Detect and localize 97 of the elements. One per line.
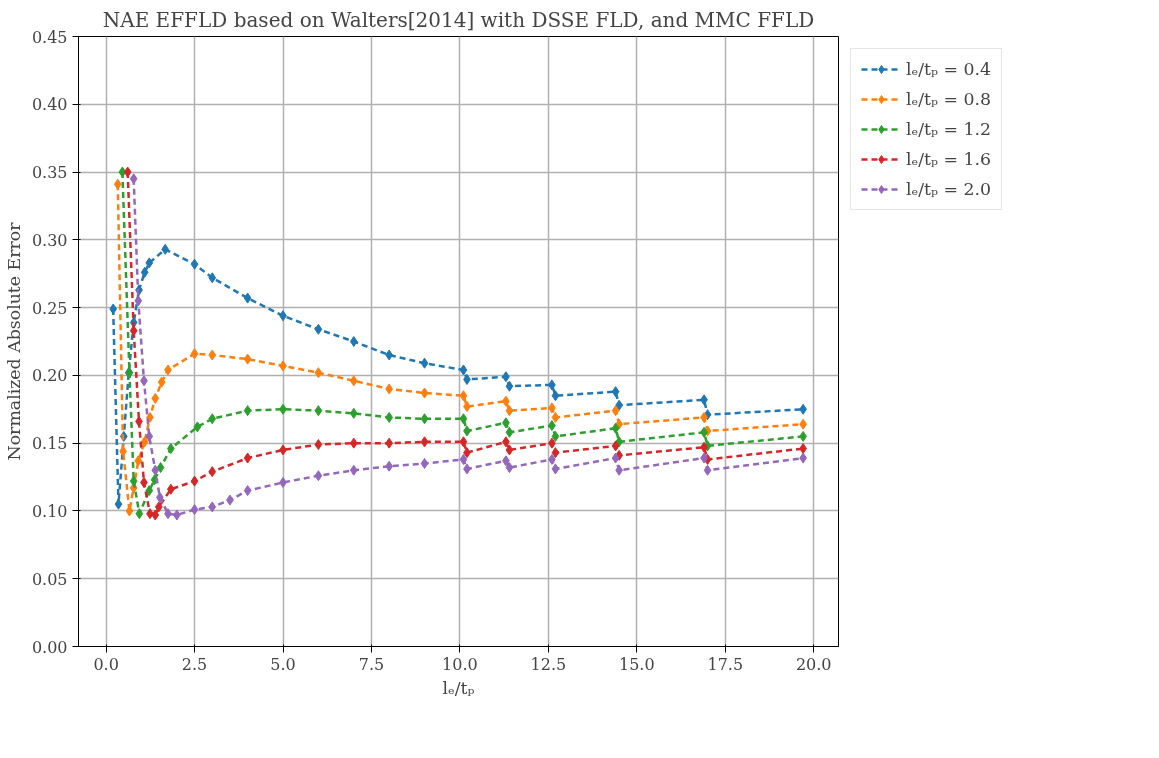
point [243,405,252,417]
y-tick-label: 0.35 [31,163,68,183]
point [459,436,468,448]
point [243,353,252,365]
point [505,405,514,417]
point [349,464,358,476]
point [208,501,217,513]
y-tick-label: 0.45 [31,27,68,47]
y-tick-label: 0.15 [31,434,68,454]
point [190,475,199,487]
point [611,405,620,417]
y-tick-label: 0.20 [31,366,68,386]
point [551,463,560,475]
point [114,498,123,510]
y-tick-label: 0.10 [31,501,68,521]
y-tick-label: 0.40 [31,95,68,115]
point [420,357,429,369]
legend-label: lₑ/tₚ = 1.2 [906,119,992,139]
point [505,462,514,474]
x-tick-label: 5.0 [270,654,296,674]
x-tick-label: 15.0 [619,654,655,674]
y-axis-title: Normalized Absolute Error [3,221,24,461]
point [151,464,160,476]
x-tick-label: 10.0 [442,654,478,674]
point [420,458,429,469]
point [113,178,122,190]
y-tick-label: 0.00 [31,637,68,657]
point [135,508,144,520]
x-tick-label: 0.0 [93,654,119,674]
x-tick-label: 20.0 [795,654,832,674]
point [314,323,323,335]
y-tick-label: 0.30 [31,230,68,250]
point [140,266,149,278]
point [208,349,217,361]
point [703,464,712,476]
y-tick-label: 0.25 [31,298,68,318]
point [505,444,514,456]
point [551,447,560,459]
point [190,504,199,516]
point [459,453,468,465]
point [459,413,468,425]
point [140,436,149,448]
point [208,466,217,478]
point [190,258,199,270]
point [551,430,560,442]
point [193,421,202,433]
point [190,348,199,360]
point [314,367,323,379]
y-tick-label: 0.05 [31,569,68,589]
point [349,437,358,449]
point [208,413,217,425]
x-tick-label: 7.5 [358,654,385,674]
point [349,375,358,387]
point [151,392,160,404]
point [420,413,429,425]
point [551,390,560,402]
point [459,364,468,376]
point [459,390,468,402]
point [156,462,165,474]
chart-title: NAE EFFLD based on Walters[2014] with DSSE FLD, and MMC FFLD [102,7,815,32]
legend-label: lₑ/tₚ = 0.8 [906,89,992,109]
point [349,407,358,419]
point [420,436,429,448]
point [208,272,217,284]
point [134,295,143,307]
point [151,509,160,521]
point [505,380,514,392]
point [145,257,154,269]
point [611,386,620,398]
x-tick-label: 12.5 [530,654,567,674]
point [314,439,323,451]
point [109,303,118,315]
point [154,501,163,513]
point [243,292,252,304]
point [314,470,323,482]
point [551,411,560,423]
x-tick-label: 17.5 [707,654,744,674]
point [243,485,252,497]
point [314,405,323,417]
x-axis-title: lₑ/tₚ [442,677,475,698]
point [420,387,429,399]
point [161,243,170,255]
x-tick-label: 2.5 [181,654,208,674]
point [243,452,252,464]
point [129,475,138,487]
point [611,452,620,464]
point [349,336,358,347]
point [134,455,143,467]
point [611,440,620,452]
point [157,376,166,388]
legend-label: lₑ/tₚ = 0.4 [906,59,992,79]
legend-label: lₑ/tₚ = 2.0 [906,179,992,199]
point [505,426,514,438]
point [145,485,154,497]
point [611,422,620,434]
legend-label: lₑ/tₚ = 1.6 [906,149,992,169]
point [123,166,132,178]
